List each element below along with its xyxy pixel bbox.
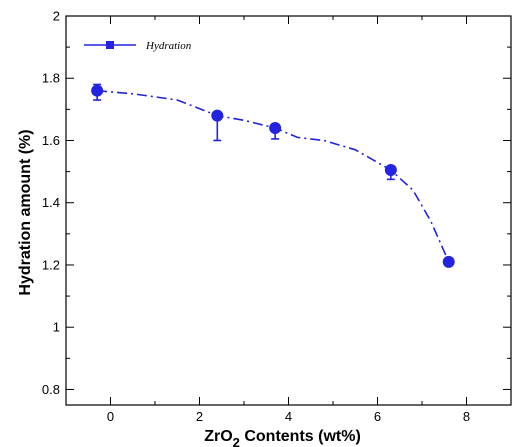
legend-marker <box>106 41 114 49</box>
x-axis-title-subscript: 2 <box>233 435 240 447</box>
x-tick-label: 0 <box>107 409 114 424</box>
y-tick-label: 1.6 <box>42 133 60 148</box>
x-axis-title: ZrO2 Contents (wt%) <box>204 428 361 447</box>
y-tick-label: 0.8 <box>42 382 60 397</box>
x-tick-label: 2 <box>196 409 203 424</box>
legend-label: Hydration <box>145 40 192 52</box>
data-point <box>269 122 282 135</box>
y-axis-title: Hydration amount (%) <box>17 129 34 295</box>
x-axis-title-base: ZrO <box>204 428 232 445</box>
series-layer <box>91 83 455 268</box>
plot-frame <box>65 15 512 406</box>
y-tick-label: 1.2 <box>42 257 60 272</box>
x-tick-label: 4 <box>285 409 292 424</box>
y-tick-label: 2 <box>53 9 60 24</box>
series-line-hydration <box>97 89 450 263</box>
axis-ticks: 0 2 4 6 8 0.8 1 1.2 1.4 1.6 1.8 2 <box>42 9 512 424</box>
y-tick-label: 1 <box>53 320 60 335</box>
data-point <box>442 255 455 268</box>
y-tick-label: 1.4 <box>42 195 60 210</box>
y-tick-label: 1.8 <box>42 71 60 86</box>
x-axis-title-rest: Contents (wt%) <box>240 428 361 445</box>
legend: Hydration <box>84 40 192 52</box>
data-point <box>384 164 397 177</box>
x-tick-label: 6 <box>374 409 381 424</box>
data-point <box>91 84 104 97</box>
data-point <box>211 109 224 122</box>
x-tick-label: 8 <box>463 409 470 424</box>
